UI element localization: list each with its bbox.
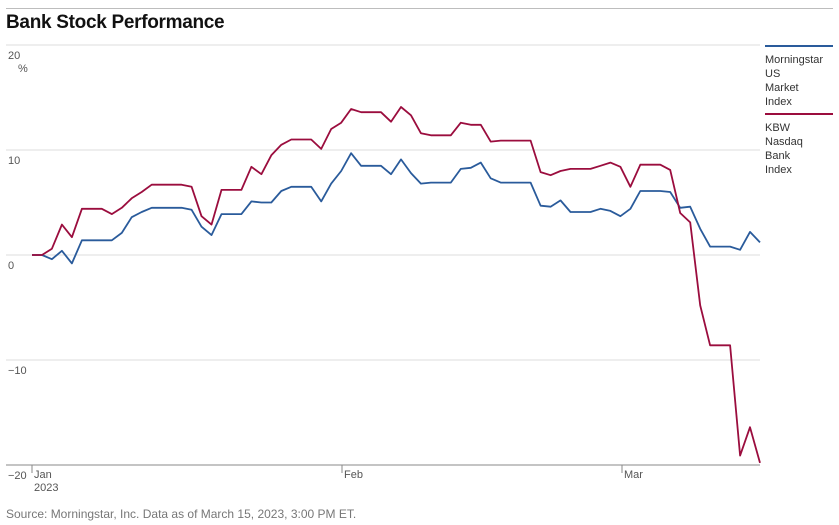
y-tick-label-3: −10 <box>8 365 27 377</box>
x-tick-label-0: Jan <box>34 469 52 481</box>
y-tick-label-4: −20 <box>8 470 27 482</box>
y-tick-label-1: 10 <box>8 155 20 167</box>
legend-label-0: Morningstar US Market Index <box>765 54 824 108</box>
y-tick-label-0: 20 <box>8 50 20 62</box>
source-footer: Source: Morningstar, Inc. Data as of Mar… <box>6 507 357 521</box>
legend-swatch-1 <box>765 113 833 115</box>
top-rule <box>6 8 833 9</box>
series-layer <box>32 106 761 464</box>
legend-label-1: KBW Nasdaq Bank Index <box>765 122 803 176</box>
chart-title: Bank Stock Performance <box>6 12 225 33</box>
series-line-0 <box>32 152 761 265</box>
y-unit-label: % <box>18 63 28 75</box>
x-tick-label-2: Mar <box>624 469 643 481</box>
grid-layer <box>6 44 760 466</box>
legend-swatch-0 <box>765 45 833 47</box>
y-tick-label-2: 0 <box>8 260 14 272</box>
x-tick-sublabel-0: 2023 <box>34 482 58 494</box>
series-line-1 <box>32 106 761 464</box>
x-tick-label-1: Feb <box>344 469 363 481</box>
